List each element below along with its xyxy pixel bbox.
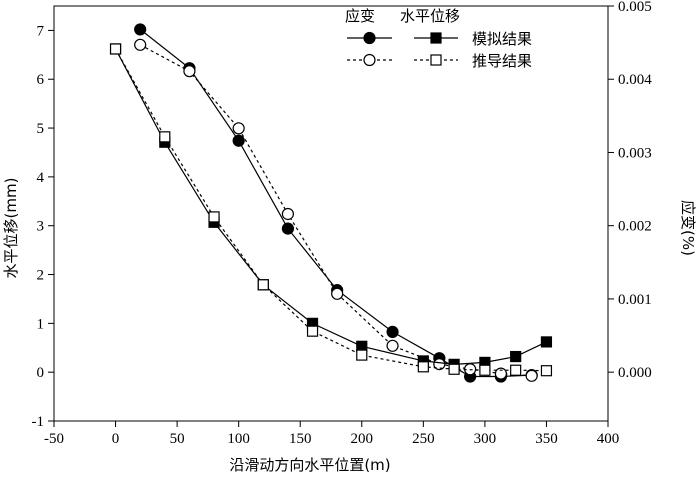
legend-strain-simulated	[347, 31, 392, 45]
data-point-strain_der	[331, 287, 344, 300]
right-y-tick-label: 0.005	[618, 0, 652, 15]
legend-disp-derived-marker	[430, 54, 442, 66]
x-tick-label: 0	[112, 431, 120, 447]
data-point-disp_sim	[540, 336, 553, 348]
legend-header-strain: 应变	[345, 7, 375, 25]
legend-marks	[347, 31, 458, 67]
left-y-tick-label: 1	[37, 316, 45, 332]
data-point-disp_der	[448, 363, 460, 375]
data-point-strain_der	[281, 207, 295, 221]
right-y-tick-label: 0.000	[618, 365, 652, 381]
x-tick-label: 50	[170, 431, 185, 447]
left-y-tick-label: 2	[37, 268, 45, 284]
plot-border	[53, 5, 609, 422]
left-y-tick-label: 7	[37, 23, 45, 39]
right-y-tick-label: 0.001	[618, 292, 652, 308]
right-y-tick-label: 0.002	[618, 219, 652, 235]
series-disp_der	[109, 43, 553, 377]
data-point-strain_sim	[386, 325, 399, 338]
legend-disp-derived	[414, 54, 458, 66]
left-y-axis-title: 水平位移(mm)	[2, 178, 20, 279]
left-y-axis: -1 0 1 2 3 4 5 6 7	[32, 23, 54, 430]
data-point-strain_der	[525, 369, 538, 382]
series-layer	[109, 23, 553, 383]
legend: 应变 水平位移 模拟结果 推导结果	[345, 7, 532, 70]
data-point-disp_der	[510, 364, 522, 376]
legend-disp-simulated-marker	[430, 32, 442, 44]
legend-label-simulated: 模拟结果	[472, 30, 532, 48]
series-strain_der	[134, 38, 538, 382]
series-line-strain_der	[139, 44, 532, 377]
data-point-strain_der	[134, 38, 147, 51]
data-point-strain_sim	[134, 23, 147, 36]
data-point-disp_der	[159, 131, 171, 143]
legend-disp-simulated	[414, 32, 458, 44]
x-tick-label: 150	[289, 431, 312, 447]
x-tick-label: -50	[44, 431, 64, 447]
data-point-strain_der	[494, 367, 507, 380]
x-tick-label: 100	[227, 431, 250, 447]
data-point-disp_der	[257, 279, 269, 291]
left-y-tick-label: 0	[37, 365, 45, 381]
series-line-disp_sim	[115, 48, 547, 366]
legend-strain-derived-marker	[363, 53, 376, 67]
x-axis-title: 沿滑动方向水平位置(m)	[229, 456, 390, 474]
data-point-disp_der	[479, 364, 491, 376]
data-point-disp_der	[417, 361, 429, 373]
plot-frame	[53, 5, 609, 422]
left-y-tick-label: 4	[37, 170, 45, 186]
x-tick-label: 300	[474, 431, 497, 447]
legend-strain-derived	[347, 53, 392, 67]
series-line-strain_sim	[139, 28, 532, 378]
data-point-strain_der	[183, 65, 196, 78]
data-point-disp_der	[109, 43, 122, 55]
data-point-strain_der	[433, 357, 446, 371]
right-y-axis-title: 应变(%)	[679, 200, 697, 256]
right-y-axis: 0.000 0.001 0.002 0.003 0.004 0.005	[608, 0, 652, 381]
legend-header-displacement: 水平位移	[400, 7, 460, 25]
data-point-disp_der	[540, 365, 553, 377]
series-disp_sim	[109, 43, 553, 370]
data-point-disp_der	[356, 349, 368, 361]
data-point-strain_sim	[232, 134, 245, 147]
x-axis: -50 0 50 100 150 200 250 300 350 400	[44, 421, 619, 447]
series-strain_sim	[134, 23, 538, 383]
x-tick-label: 200	[351, 431, 374, 447]
right-y-tick-label: 0.003	[618, 145, 652, 161]
series-line-disp_der	[115, 48, 547, 372]
x-tick-label: 350	[535, 431, 558, 447]
data-point-disp_der	[306, 325, 319, 337]
left-y-tick-label: 6	[37, 72, 45, 88]
data-point-strain_der	[386, 339, 399, 352]
x-tick-label: 250	[412, 431, 435, 447]
data-point-strain_der	[232, 122, 245, 135]
left-y-tick-label: 3	[37, 219, 45, 235]
data-point-strain_sim	[281, 222, 295, 235]
data-point-disp_sim	[510, 350, 522, 363]
left-y-tick-label: -1	[32, 414, 45, 430]
x-tick-label: 400	[597, 431, 620, 447]
legend-label-derived: 推导结果	[472, 52, 532, 70]
data-point-disp_der	[208, 211, 220, 223]
right-y-tick-label: 0.004	[618, 72, 652, 88]
legend-strain-simulated-marker	[363, 31, 376, 45]
left-y-tick-label: 5	[37, 121, 45, 137]
